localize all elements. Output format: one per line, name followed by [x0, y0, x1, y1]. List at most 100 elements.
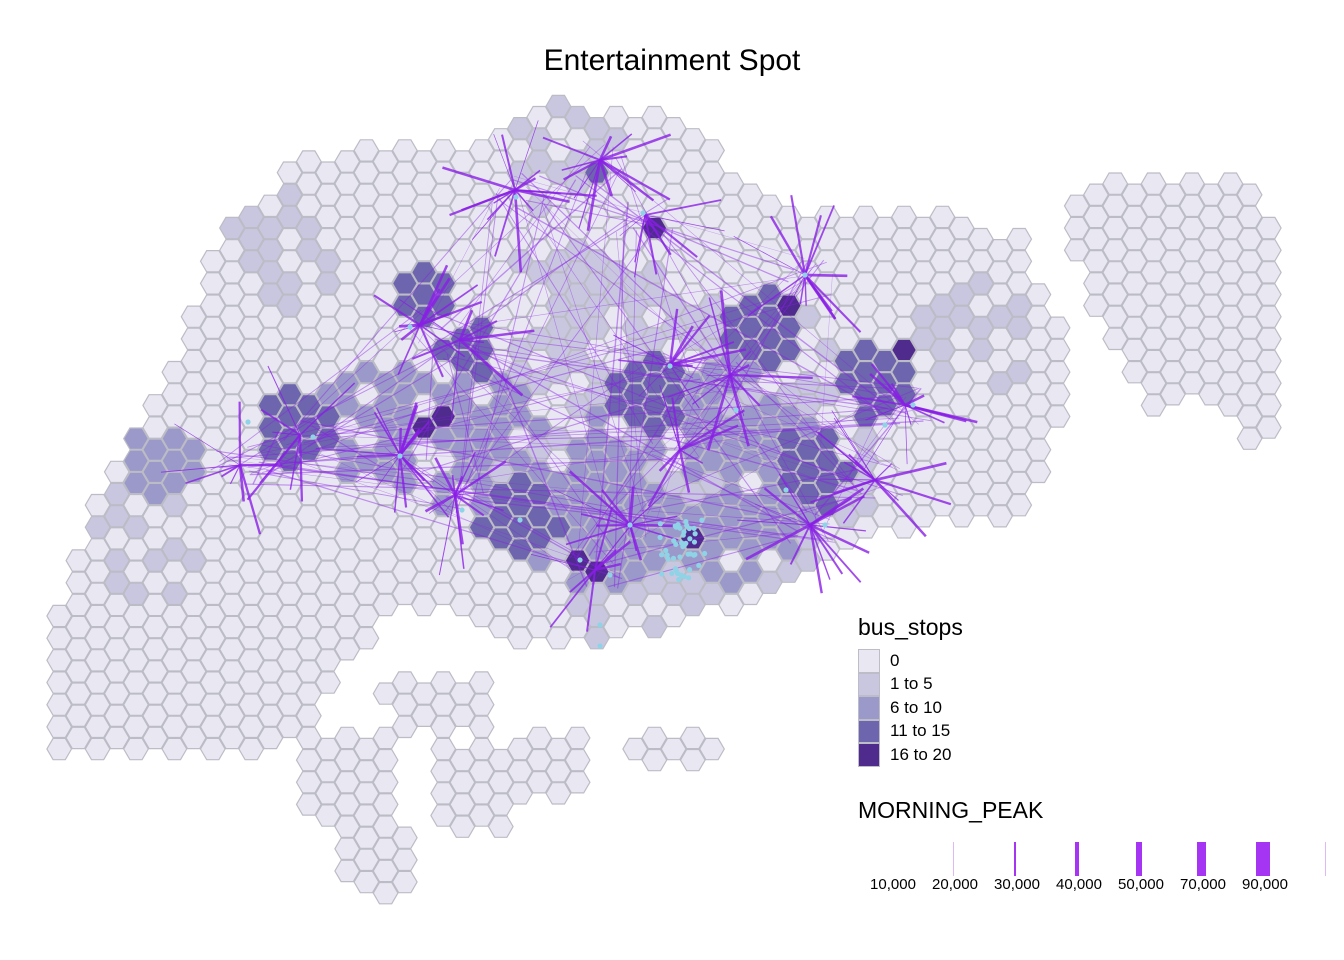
hex-cell: [142, 416, 169, 439]
hex-cell: [334, 394, 361, 417]
flow-line: [669, 364, 700, 409]
hex-cell: [161, 649, 188, 672]
hex-cell: [468, 582, 495, 606]
flow-line: [266, 469, 623, 580]
hex-cell: [372, 859, 399, 883]
hex-cell: [123, 471, 149, 495]
hex-cell: [353, 538, 380, 561]
hexagon-grid: [46, 94, 1282, 905]
flow-line: [497, 198, 865, 468]
hex-cell: [372, 482, 399, 506]
flow-line: [671, 397, 681, 451]
hex-cell: [756, 349, 783, 373]
legend-class-row: 6 to 10: [858, 696, 1318, 720]
flow-line: [634, 214, 646, 263]
hex-cell: [1006, 360, 1033, 384]
hex-cell: [372, 793, 399, 816]
hex-cell: [257, 239, 284, 262]
hex-cell: [257, 505, 284, 528]
hex-cell: [123, 671, 149, 694]
hex-cell: [737, 183, 764, 206]
hex-cell: [987, 327, 1013, 351]
flow-line: [315, 447, 401, 456]
hex-cell: [564, 105, 591, 129]
hex-cell: [526, 748, 553, 772]
hex-cell: [487, 372, 514, 395]
hex-cell: [449, 593, 476, 617]
entertainment-spot-point: [680, 532, 686, 538]
hex-cell: [199, 737, 226, 761]
hex-cell: [718, 482, 745, 506]
flow-line: [219, 422, 901, 468]
hex-cell: [1255, 283, 1282, 306]
flow-line: [514, 189, 534, 212]
flow-line: [393, 454, 401, 513]
hex-cell: [891, 205, 917, 229]
hex-cell: [737, 272, 764, 295]
hex-cell: [161, 671, 188, 694]
hex-cell: [295, 726, 322, 750]
flow-line: [247, 294, 831, 448]
legend-line-sample: [1014, 841, 1016, 876]
hex-cell: [276, 250, 303, 273]
hex-cell: [1025, 327, 1052, 351]
hex-cell: [737, 560, 764, 583]
flow-line: [449, 332, 918, 389]
hex-cell: [1063, 216, 1090, 240]
hex-cell: [526, 593, 553, 617]
hex-cell: [238, 560, 265, 583]
hex-cell: [103, 682, 130, 705]
flow-line: [656, 357, 728, 378]
hex-cell: [929, 427, 956, 450]
hex-cell: [391, 870, 418, 894]
hex-cell: [468, 250, 495, 273]
hex-cell: [449, 150, 476, 173]
flow-line: [656, 363, 706, 520]
flow-line: [408, 435, 666, 443]
hex-cell: [660, 493, 687, 517]
flow-line: [513, 175, 805, 259]
hex-cell: [545, 338, 572, 362]
flow-line: [434, 457, 457, 496]
flow-line: [454, 494, 465, 569]
hex-cell: [353, 782, 380, 805]
flow-line: [598, 159, 614, 197]
hex-cell: [545, 227, 572, 251]
hex-cell: [123, 449, 149, 473]
flow-line: [424, 493, 456, 513]
hex-cell: [315, 759, 341, 783]
hex-cell: [1159, 338, 1186, 362]
hex-cell: [526, 571, 553, 595]
hex-cell: [430, 227, 457, 251]
hex-cell: [65, 704, 92, 728]
hex-cell: [161, 516, 188, 539]
hex-cell: [315, 604, 341, 628]
hex-cell: [1159, 250, 1186, 273]
flow-line: [804, 274, 862, 333]
entertainment-spot-point: [664, 552, 670, 558]
hex-cell: [929, 272, 956, 295]
hex-cell: [1083, 227, 1109, 251]
hex-cell: [1006, 493, 1033, 517]
hex-cell: [449, 704, 476, 728]
hex-cell: [411, 372, 437, 395]
hex-cell: [276, 582, 303, 606]
flow-line: [803, 215, 822, 276]
hex-cell: [334, 505, 361, 528]
hex-cell: [1236, 427, 1263, 450]
hex-cell: [526, 505, 553, 528]
flow-line: [710, 268, 812, 388]
hex-cell: [1044, 360, 1071, 384]
hex-cell: [507, 360, 533, 384]
hex-cell: [756, 394, 783, 417]
entertainment-spot-point: [407, 324, 413, 330]
flow-line: [467, 365, 643, 487]
flow-line: [809, 524, 862, 583]
hex-cell: [123, 493, 149, 517]
hex-cell: [238, 626, 265, 650]
flow-line: [252, 431, 280, 485]
hex-cell: [295, 704, 322, 728]
flow-line: [418, 187, 500, 344]
legend-line-sample: [1196, 841, 1206, 876]
hex-cell: [257, 349, 284, 373]
